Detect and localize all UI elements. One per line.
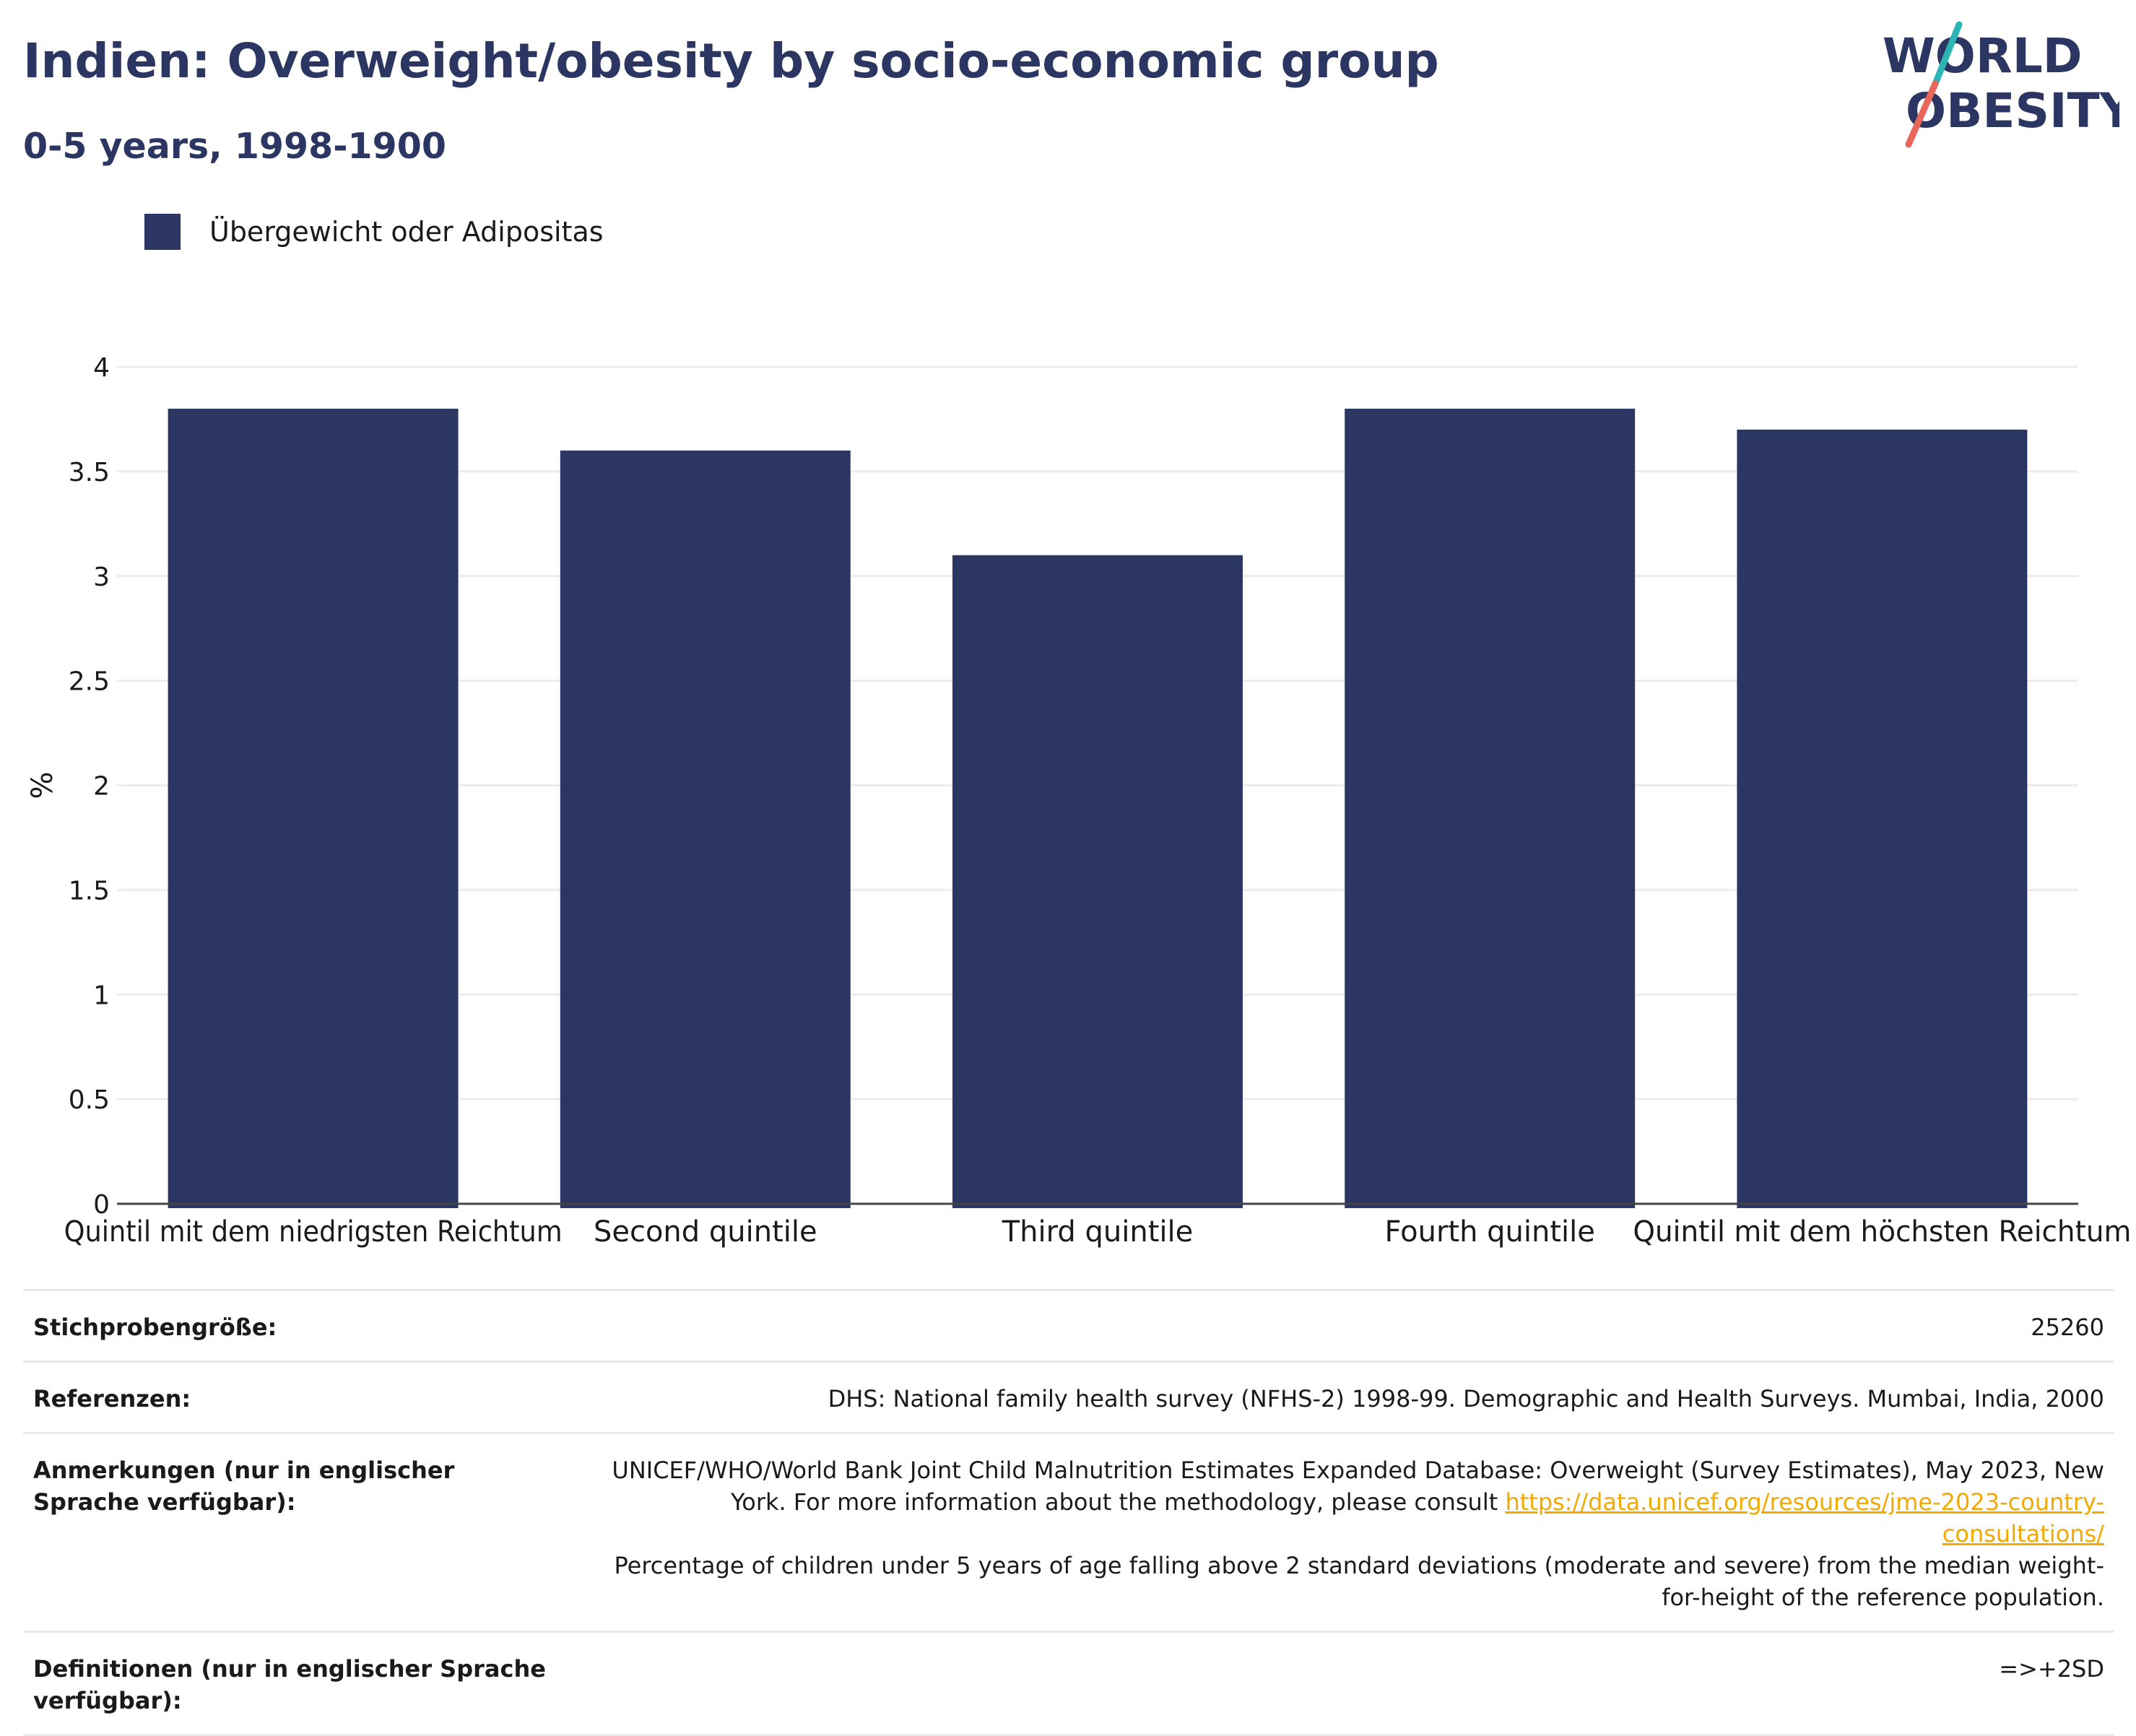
y-tick-label: 2 [93, 772, 110, 802]
metadata-table: Stichprobengröße: 25260 Referenzen: DHS:… [23, 1289, 2114, 1736]
notes-label: Anmerkungen (nur in englischer Sprache v… [33, 1457, 455, 1516]
chart-subtitle: 0-5 years, 1998-1900 [23, 126, 446, 167]
notes-value: UNICEF/WHO/World Bank Joint Child Malnut… [611, 1454, 2104, 1613]
y-tick-label: 3.5 [69, 458, 110, 487]
logo-slash-teal [1932, 21, 1963, 87]
methodology-link[interactable]: https://data.unicef.org/resources/jme-20… [1505, 1488, 2104, 1548]
y-tick-label: 0 [93, 1190, 110, 1220]
y-tick-label: 1.5 [69, 876, 110, 906]
y-axis-label: % [26, 771, 59, 799]
meta-row-notes: Anmerkungen (nur in englischer Sprache v… [23, 1432, 2114, 1631]
meta-row-sample-size: Stichprobengröße: 25260 [23, 1289, 2114, 1360]
x-category-label: Second quintile [594, 1215, 817, 1249]
notes-text-1: UNICEF/WHO/World Bank Joint Child Malnut… [612, 1457, 2104, 1516]
y-tick-label: 0.5 [69, 1085, 110, 1115]
bar-3 [952, 555, 1243, 1208]
bar-chart: 0 0.5 1 1.5 2 2.5 3 3.5 4% Quintil mit dem niedri… [26, 353, 2131, 1249]
y-tick-label: 1 [93, 981, 110, 1010]
y-tick-label: 4 [93, 353, 110, 383]
notes-text-2: Percentage of children under 5 years of … [614, 1552, 2105, 1611]
x-category-label: Third quintile [1002, 1215, 1193, 1249]
y-tick-label: 2.5 [69, 667, 110, 697]
bar-2 [560, 450, 851, 1208]
chart-title: Indien: Overweight/obesity by socio-econ… [23, 33, 1439, 89]
sample-size-label: Stichprobengröße: [33, 1314, 277, 1341]
world-obesity-logo: WORLD OBESITY [1883, 21, 2119, 148]
logo-line-1: WORLD [1883, 28, 2083, 84]
bar-5 [1737, 429, 2028, 1208]
meta-row-definitions: Definitionen (nur in englischer Sprache … [23, 1631, 2114, 1736]
definitions-value: =>+2SD [1999, 1655, 2104, 1683]
references-label: Referenzen: [33, 1385, 191, 1412]
legend-swatch [144, 214, 181, 250]
y-tick-label: 3 [93, 563, 110, 592]
bar-1 [168, 408, 459, 1209]
x-category-label: Quintil mit dem höchsten Reichtum [1633, 1215, 2131, 1249]
legend[interactable]: Übergewicht oder Adipositas [144, 214, 604, 250]
x-category-label: Quintil mit dem niedrigsten Reichtum [64, 1215, 563, 1249]
bar-4 [1345, 408, 1636, 1209]
references-value: DHS: National family health survey (NFHS… [828, 1385, 2104, 1412]
legend-label: Übergewicht oder Adipositas [209, 216, 604, 248]
definitions-label: Definitionen (nur in englischer Sprache … [33, 1655, 546, 1714]
logo-slash-coral [1905, 80, 1939, 148]
sample-size-value: 25260 [2031, 1314, 2104, 1341]
logo-line-2: OBESITY [1906, 83, 2119, 139]
meta-row-references: Referenzen: DHS: National family health … [23, 1360, 2114, 1432]
x-category-label: Fourth quintile [1385, 1215, 1595, 1249]
